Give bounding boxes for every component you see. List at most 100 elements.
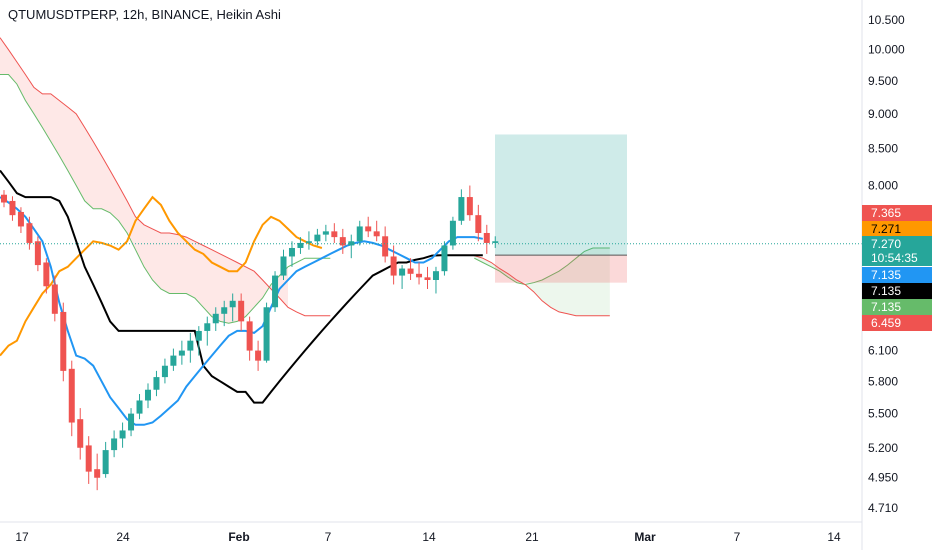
price-badge: [862, 315, 932, 331]
price-axis[interactable]: 10.500 10.000 9.500 9.000 8.500 8.000 6.100 5.8…: [861, 0, 905, 550]
time-tick-label: 7: [734, 530, 741, 544]
time-tick-label: 24: [116, 530, 130, 544]
time-tick-label: 21: [525, 530, 539, 544]
candle-down: [68, 368, 75, 423]
price-tick-label: 8.000: [868, 179, 898, 193]
cloud-bullish: [474, 248, 610, 316]
time-tick-label: Feb: [228, 530, 249, 544]
candle-down: [331, 231, 338, 238]
candle-up: [305, 241, 312, 243]
time-tick-label: 7: [325, 530, 332, 544]
price-badge-label: 7.365: [871, 206, 901, 220]
price-badge: [862, 283, 932, 299]
candle-up: [280, 256, 287, 276]
price-tick-label: 9.000: [868, 107, 898, 121]
candle-up: [187, 340, 194, 351]
price-tick-label: 10.000: [868, 43, 905, 57]
candle-up: [212, 313, 219, 324]
candle-up: [288, 247, 295, 257]
stop-zone: [495, 255, 627, 283]
target-zone: [495, 134, 627, 256]
price-badge-label: 7.135: [871, 268, 901, 282]
candle-down: [483, 232, 490, 243]
candle-down: [51, 284, 58, 314]
candle-up: [102, 450, 109, 475]
candle-up: [322, 231, 329, 235]
kijun-sen-line: [0, 169, 483, 404]
price-badge: [862, 205, 932, 221]
price-badge: [862, 267, 932, 283]
price-badge-label: 7.270: [871, 237, 901, 251]
candle-down: [85, 445, 92, 472]
candle-up: [170, 355, 177, 366]
candle-down: [77, 419, 84, 448]
chart-title: QTUMUSDTPERP, 12h, BINANCE, Heikin Ashi: [8, 7, 281, 22]
price-tick-label: 5.500: [868, 407, 898, 421]
candle-up: [492, 241, 499, 243]
candle-down: [373, 231, 380, 237]
candle-up: [153, 377, 160, 390]
candle-up: [399, 268, 406, 276]
candle-down: [94, 469, 101, 478]
candle-down: [255, 350, 262, 361]
candle-up: [119, 430, 126, 439]
price-badge: [862, 299, 932, 315]
candle-down: [238, 300, 245, 322]
candle-down: [407, 268, 414, 274]
price-tick-label: 9.500: [868, 74, 898, 88]
candle-up: [297, 242, 304, 248]
price-tick-label: 5.800: [868, 374, 898, 388]
candle-up: [432, 271, 439, 280]
candle-up: [263, 307, 270, 361]
candle-up: [272, 275, 279, 308]
candle-down: [339, 237, 346, 246]
candle-down: [43, 262, 50, 287]
time-tick-label: 14: [827, 530, 841, 544]
candle-down: [34, 241, 41, 266]
senkou-span-b-future: [474, 255, 610, 317]
candle-up: [441, 245, 448, 272]
price-tick-label: 8.500: [868, 142, 898, 156]
candle-up: [161, 365, 168, 378]
candle-up: [221, 307, 228, 314]
candle-down: [246, 321, 253, 351]
senkou-span-a-future: [474, 247, 610, 286]
candle-up: [178, 350, 185, 356]
price-tick-label: 4.950: [868, 471, 898, 485]
candle-up: [111, 438, 118, 451]
candle-down: [365, 226, 372, 232]
candle-up: [195, 330, 202, 341]
candle-down: [382, 236, 389, 257]
candle-down: [1, 194, 7, 203]
time-axis[interactable]: 17 24 Feb 7 14 21 Mar 7 14: [0, 521, 862, 544]
candle-up: [356, 226, 363, 242]
time-tick-label: Mar: [634, 530, 656, 544]
candle-down: [60, 311, 67, 371]
price-tick-label: 4.710: [868, 501, 898, 515]
cloud-bearish: [0, 37, 288, 324]
time-tick-label: 14: [422, 530, 436, 544]
candle-down: [17, 211, 24, 227]
long-position-tool[interactable]: [495, 134, 627, 283]
price-tick-label: 10.500: [868, 13, 905, 27]
price-badge-label: 7.271: [871, 222, 901, 236]
candle-up: [458, 197, 465, 221]
candle-down: [475, 215, 482, 233]
candle-down: [416, 273, 423, 278]
candle-up: [314, 234, 321, 242]
candle-down: [424, 277, 431, 280]
candle-up: [204, 323, 211, 331]
heikin-ashi-candles: [1, 185, 499, 491]
price-badge-label: 6.459: [871, 316, 901, 330]
candle-down: [26, 223, 33, 243]
candle-up: [136, 400, 143, 414]
candle-up: [449, 220, 456, 246]
price-badge-label: 7.135: [871, 284, 901, 298]
candle-down: [390, 256, 397, 276]
candle-up: [128, 413, 135, 431]
price-badge-label: 7.135: [871, 300, 901, 314]
candle-down: [9, 200, 16, 216]
candle-up: [144, 389, 151, 401]
